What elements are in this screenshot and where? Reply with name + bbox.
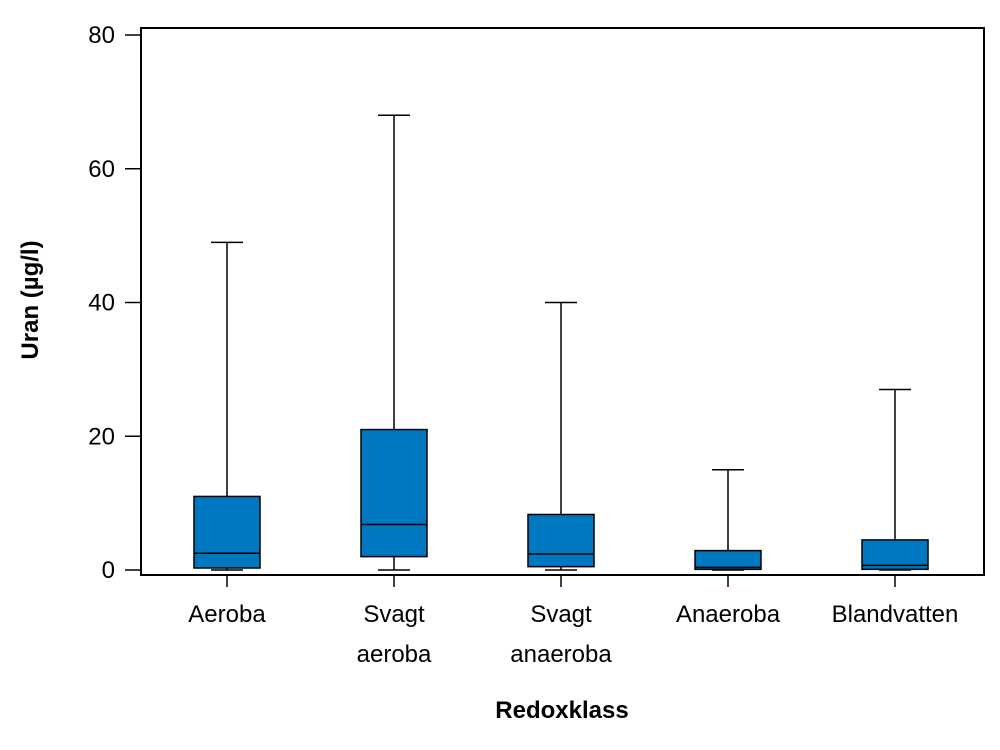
boxes-layer xyxy=(193,114,929,571)
box-group xyxy=(193,241,261,571)
box-group xyxy=(360,114,428,571)
iqr-box xyxy=(861,539,929,571)
y-tick-label: 0 xyxy=(102,557,115,584)
y-tick-label: 60 xyxy=(88,156,115,183)
iqr-box xyxy=(527,513,595,568)
x-category-label: Anaeroba xyxy=(676,601,781,628)
y-tick-label: 40 xyxy=(88,290,115,317)
iqr-box xyxy=(360,428,428,558)
x-category-label: Svagt xyxy=(530,601,592,628)
x-category-label: Svagt xyxy=(363,601,425,628)
y-tick-label: 80 xyxy=(88,22,115,49)
iqr-box xyxy=(694,549,762,571)
box-group xyxy=(527,301,595,571)
box-group xyxy=(694,468,762,571)
y-axis: 0 20 40 60 80 xyxy=(88,22,141,584)
x-axis-title: Redoxklass xyxy=(495,697,628,724)
y-axis-title: Uran (µg/l) xyxy=(17,240,44,359)
box-group xyxy=(861,388,929,571)
plot-area-frame xyxy=(140,27,985,576)
x-category-label: Blandvatten xyxy=(832,601,959,628)
y-tick-label: 20 xyxy=(88,423,115,450)
x-category-label: aeroba xyxy=(357,641,432,668)
x-axis: Aeroba Svagt aeroba Svagt anaeroba Anaeroba Bl… xyxy=(188,575,958,668)
x-category-label: anaeroba xyxy=(510,641,612,668)
iqr-box xyxy=(193,495,261,569)
x-category-label: Aeroba xyxy=(188,601,266,628)
